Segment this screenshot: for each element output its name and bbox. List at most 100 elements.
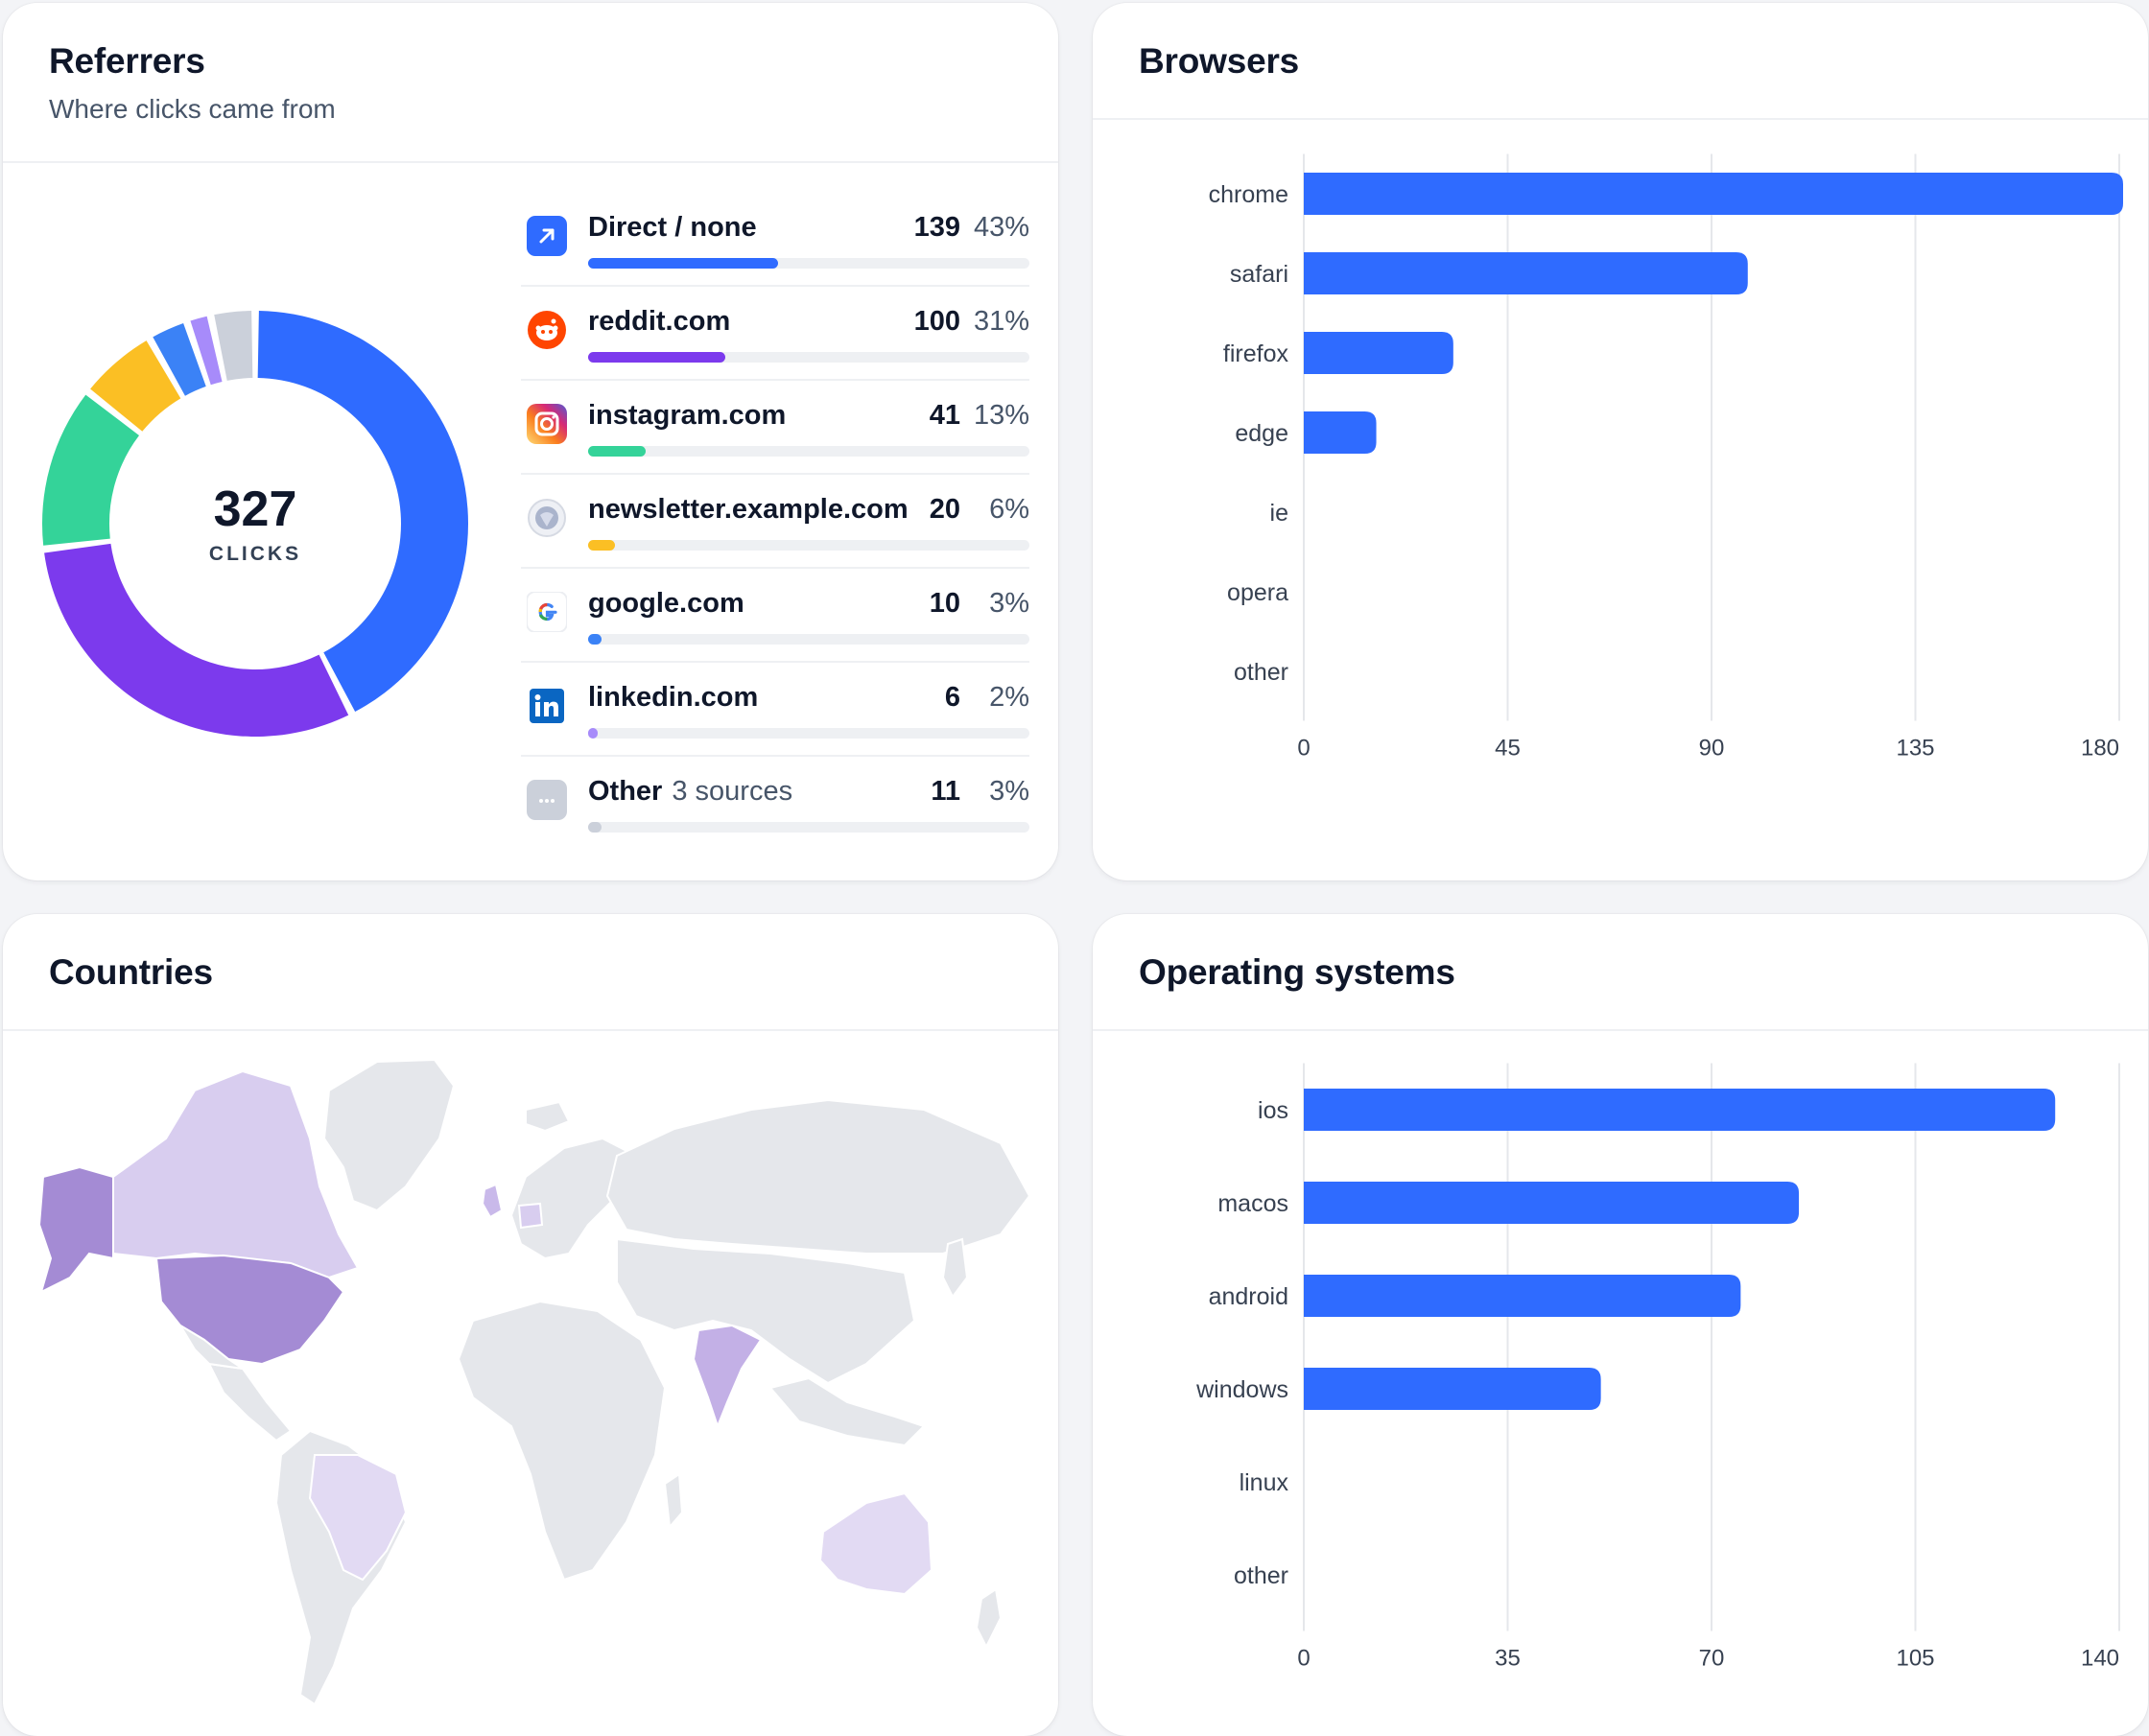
referrer-percent: 3% bbox=[989, 776, 1029, 807]
country-brazil bbox=[308, 1454, 408, 1582]
referrer-name-text: Direct / none bbox=[588, 212, 757, 243]
donut-slice[interactable] bbox=[214, 311, 253, 381]
country-usa bbox=[154, 1254, 345, 1366]
country-germany bbox=[517, 1202, 544, 1230]
browsers-title: Browsers bbox=[1139, 41, 1300, 81]
referrer-share-fill bbox=[588, 728, 599, 739]
referrers-list: Direct / none 139 43% reddit.com 100 31% insta… bbox=[521, 193, 1029, 851]
referrer-name-text: reddit.com bbox=[588, 306, 731, 337]
referrer-row[interactable]: newsletter.example.com 20 6% bbox=[521, 475, 1029, 569]
total-clicks-value: 327 bbox=[213, 481, 297, 537]
bar-firefox[interactable] bbox=[1304, 332, 1453, 374]
referrer-row[interactable]: reddit.com 100 31% bbox=[521, 287, 1029, 381]
referrer-count: 20 bbox=[929, 494, 960, 525]
donut-slice[interactable] bbox=[257, 311, 468, 713]
referrer-percent: 43% bbox=[973, 212, 1029, 243]
country-canada bbox=[112, 1069, 360, 1279]
category-label: ios bbox=[1258, 1097, 1288, 1124]
direct-arrow-icon bbox=[527, 216, 567, 256]
category-label: opera bbox=[1227, 579, 1288, 606]
operating-systems-card: Operating systems 0 35 70 105 140 ios macos and… bbox=[1093, 914, 2148, 1736]
countries-world-map[interactable] bbox=[3, 1033, 1058, 1736]
browsers-bar-chart: 0 45 90 135 180 chrome safari firefox edge ie oper… bbox=[1093, 122, 2148, 870]
referrer-share-bar bbox=[588, 540, 1029, 551]
donut-slice[interactable] bbox=[42, 394, 140, 546]
reddit-icon bbox=[527, 310, 567, 350]
region-central-america bbox=[207, 1362, 293, 1443]
donut-slice[interactable] bbox=[44, 543, 349, 738]
referrer-percent: 2% bbox=[989, 682, 1029, 713]
country-greenland bbox=[322, 1058, 456, 1212]
donut-slice[interactable] bbox=[153, 323, 206, 396]
category-label: android bbox=[1209, 1283, 1288, 1310]
referrers-donut-chart[interactable]: 327 CLICKS bbox=[39, 308, 471, 739]
x-tick-label: 180 bbox=[2081, 736, 2119, 762]
bar-android[interactable] bbox=[1304, 1275, 1741, 1317]
donut-slice[interactable] bbox=[90, 340, 181, 432]
referrer-name: linkedin.com bbox=[588, 682, 758, 714]
referrer-share-fill bbox=[588, 352, 725, 363]
region-se-asia bbox=[768, 1376, 926, 1447]
donut-center: 327 CLICKS bbox=[39, 308, 471, 739]
referrer-name: newsletter.example.com bbox=[588, 494, 909, 526]
country-australia bbox=[818, 1491, 933, 1596]
referrer-share-bar bbox=[588, 258, 1029, 269]
referrer-row[interactable]: linkedin.com 6 2% bbox=[521, 663, 1029, 757]
category-label: other bbox=[1234, 659, 1288, 686]
category-label: edge bbox=[1235, 420, 1288, 447]
category-label: other bbox=[1234, 1562, 1288, 1589]
more-icon bbox=[527, 780, 567, 820]
bar-windows[interactable] bbox=[1304, 1368, 1601, 1410]
country-mexico bbox=[179, 1325, 244, 1370]
referrer-share-bar bbox=[588, 352, 1029, 363]
referrer-percent: 13% bbox=[973, 400, 1029, 431]
country-japan bbox=[941, 1237, 969, 1299]
referrer-name: reddit.com bbox=[588, 306, 730, 338]
category-label: ie bbox=[1270, 500, 1288, 527]
x-tick-label: 35 bbox=[1495, 1646, 1521, 1672]
referrer-share-fill bbox=[588, 446, 646, 457]
countries-title: Countries bbox=[49, 952, 213, 992]
x-tick-label: 90 bbox=[1699, 736, 1725, 762]
bar-macos[interactable] bbox=[1304, 1182, 1800, 1224]
os-title: Operating systems bbox=[1139, 952, 1455, 992]
category-label: chrome bbox=[1209, 181, 1288, 208]
bar-chrome[interactable] bbox=[1304, 173, 2123, 215]
referrer-count: 10 bbox=[929, 588, 960, 619]
region-north-asia bbox=[605, 1098, 1031, 1255]
base-land bbox=[207, 1058, 1031, 1706]
bar-safari[interactable] bbox=[1304, 252, 1748, 294]
referrer-name: instagram.com bbox=[588, 400, 786, 432]
countries-card: Countries bbox=[3, 914, 1058, 1736]
referrer-row[interactable]: google.com 10 3% bbox=[521, 569, 1029, 663]
referrer-share-bar bbox=[588, 822, 1029, 833]
referrer-name-text: newsletter.example.com bbox=[588, 494, 909, 525]
referrer-row[interactable]: Other 3 sources 11 3% bbox=[521, 757, 1029, 851]
total-clicks-label: CLICKS bbox=[208, 543, 302, 565]
donut-slice[interactable] bbox=[190, 316, 223, 386]
bar-edge[interactable] bbox=[1304, 411, 1377, 454]
category-label: linux bbox=[1240, 1469, 1289, 1496]
referrer-name-text: linkedin.com bbox=[588, 682, 759, 713]
bar-ios[interactable] bbox=[1304, 1089, 2056, 1131]
google-icon bbox=[527, 592, 567, 632]
referrer-percent: 31% bbox=[973, 306, 1029, 337]
globe-icon bbox=[527, 498, 567, 538]
referrer-share-fill bbox=[588, 258, 778, 269]
country-iceland bbox=[525, 1100, 571, 1133]
category-label: macos bbox=[1217, 1190, 1288, 1217]
referrer-row[interactable]: Direct / none 139 43% bbox=[521, 193, 1029, 287]
country-madagascar bbox=[663, 1472, 684, 1530]
os-header: Operating systems bbox=[1093, 914, 2148, 1031]
referrer-share-fill bbox=[588, 822, 602, 833]
referrers-card: Referrers Where clicks came from 327 CLI… bbox=[3, 3, 1058, 880]
referrer-share-bar bbox=[588, 634, 1029, 645]
category-label: windows bbox=[1195, 1376, 1288, 1403]
referrer-name-text: google.com bbox=[588, 588, 744, 619]
referrer-percent: 6% bbox=[989, 494, 1029, 525]
referrer-row[interactable]: instagram.com 41 13% bbox=[521, 381, 1029, 475]
x-tick-label: 105 bbox=[1896, 1646, 1934, 1672]
referrer-share-fill bbox=[588, 634, 602, 645]
browsers-header: Browsers bbox=[1093, 3, 2148, 120]
referrers-header: Referrers Where clicks came from bbox=[3, 3, 1058, 163]
